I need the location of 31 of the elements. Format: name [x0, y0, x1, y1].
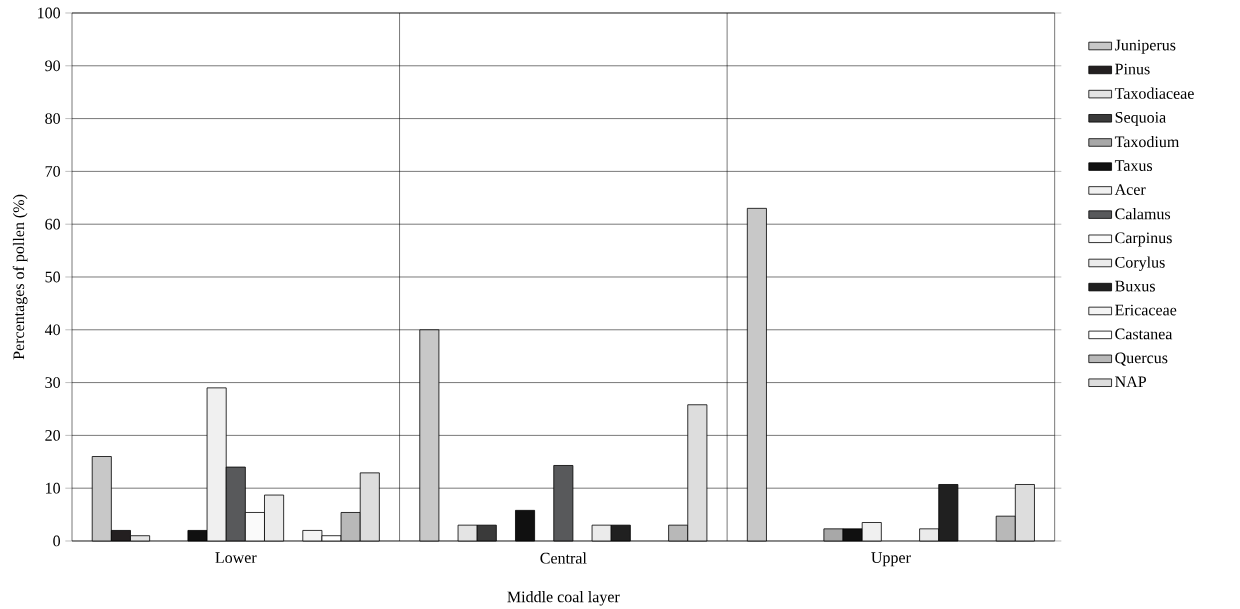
x-tick-label: Lower [215, 552, 257, 563]
legend-label: Acer [1114, 184, 1146, 195]
x-axis-title: Middle coal layer [507, 591, 620, 606]
y-tick-label: 40 [44, 324, 61, 336]
legend-label: Pinus [1115, 63, 1150, 75]
y-tick-label: 10 [46, 482, 61, 494]
y-tick-label: 100 [38, 7, 61, 19]
y-tick-label: 80 [45, 113, 61, 124]
y-tick-label: 50 [45, 271, 61, 283]
legend-label: Taxodiaceae [1114, 87, 1194, 99]
y-tick-label: 0 [53, 535, 61, 547]
legend-label: Juniperus [1114, 39, 1176, 54]
legend-label: Ericaceae [1115, 304, 1177, 316]
y-tick-label: 90 [45, 60, 61, 72]
legend-label: Buxus [1115, 280, 1155, 292]
legend-label: Sequoia [1115, 111, 1166, 126]
y-tick-label: 60 [45, 218, 61, 230]
legend-label: Castanea [1115, 328, 1173, 340]
legend-label: NAP [1115, 376, 1147, 388]
legend-label: Calamus [1115, 208, 1171, 220]
x-tick-label: Upper [871, 552, 911, 567]
legend-label: Corylus [1115, 256, 1165, 271]
y-tick-label: 70 [45, 165, 61, 177]
legend-label: Taxodium [1114, 135, 1180, 148]
legend-label: Carpinus [1115, 232, 1172, 247]
y-tick-label: 30 [45, 377, 61, 388]
y-axis-title: Percentages of pollen (%) [12, 194, 28, 360]
y-tick-label: 20 [45, 429, 61, 441]
x-tick-label: Central [540, 552, 587, 564]
legend-label: Quercus [1115, 352, 1168, 366]
legend-label: Taxus [1114, 160, 1153, 171]
